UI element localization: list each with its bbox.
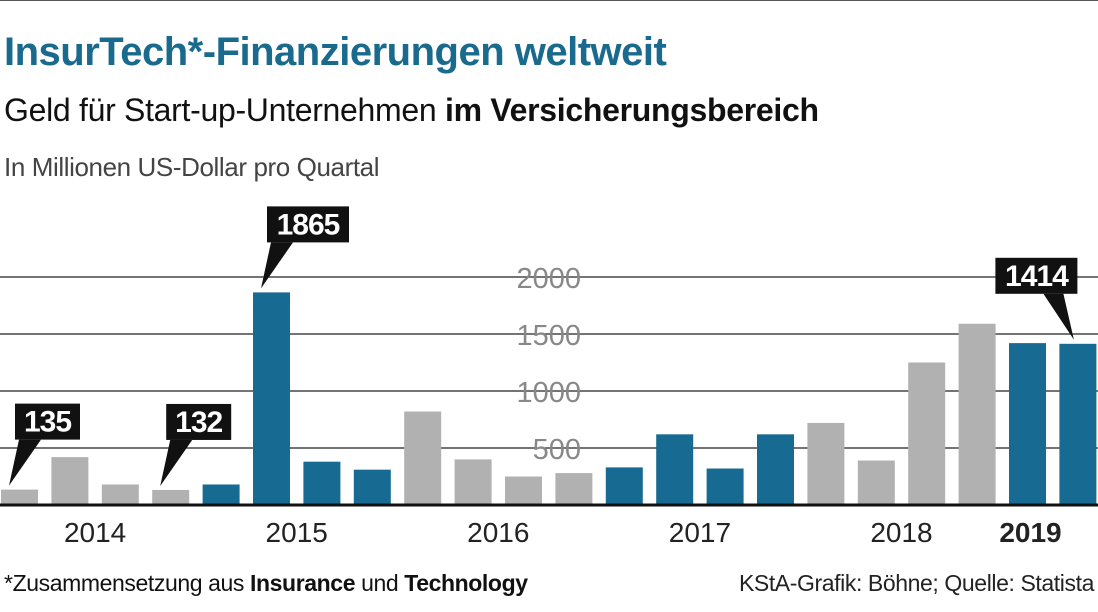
chart-bar <box>152 489 190 505</box>
bar-chart: 500 1000 1500 2000 2014 2015 2016 2017 2018 2019 1… <box>0 206 1098 548</box>
top-rule <box>0 0 1098 1</box>
source-credit: KStA-Grafik: Böhne; Quelle: Statista <box>738 570 1094 596</box>
chart-bar <box>757 434 794 505</box>
chart-bar <box>807 422 845 505</box>
callout-label: 132 <box>175 406 222 439</box>
chart-bar <box>202 484 240 505</box>
chart-title: InsurTech*-Finanzierungen weltweit <box>4 30 667 74</box>
footnote-insurance: Insurance <box>250 570 356 596</box>
chart-bar <box>958 323 996 505</box>
subtitle-bold: im Versicherungsbereich <box>445 92 819 128</box>
chart-bar <box>857 460 895 505</box>
chart-bar <box>706 468 744 505</box>
callout-label: 135 <box>24 406 71 439</box>
footnote: *Zusammensetzung aus Insurance und Techn… <box>4 570 528 597</box>
chart-subtitle: Geld für Start-up-Unternehmen im Versich… <box>4 92 819 129</box>
x-year-label: 2015 <box>266 517 328 548</box>
chart-bar <box>605 467 643 505</box>
chart-bar <box>51 457 89 505</box>
callout-pointer <box>261 242 293 289</box>
x-year-label: 2014 <box>64 517 126 548</box>
chart-bar <box>1009 343 1046 505</box>
callout-box <box>267 206 349 243</box>
chart-bar <box>353 469 391 505</box>
y-tick-label: 2000 <box>516 263 581 295</box>
callout-pointer <box>160 439 193 486</box>
footnote-technology: Technology <box>404 570 528 596</box>
x-year-label: 2019 <box>999 517 1061 548</box>
y-tick-label: 1000 <box>516 377 581 409</box>
callout-box <box>995 257 1078 294</box>
callout-label: 1865 <box>277 208 340 241</box>
subtitle-regular: Geld für Start-up-Unternehmen <box>4 92 445 128</box>
chart-unit: In Millionen US-Dollar pro Quartal <box>4 152 380 182</box>
x-year-label: 2018 <box>870 517 932 548</box>
callout-pointer <box>9 439 41 486</box>
chart-bar <box>908 362 946 505</box>
footnote-text-1: Zusammensetzung aus <box>12 570 251 596</box>
callout-box <box>166 403 232 440</box>
chart-bar <box>505 476 542 505</box>
x-year-label: 2017 <box>669 517 731 548</box>
y-tick-label: 500 <box>533 434 581 466</box>
callout-box <box>15 403 80 440</box>
footnote-star: * <box>4 570 13 596</box>
chart-bar <box>1059 343 1097 505</box>
x-year-label: 2016 <box>467 517 529 548</box>
chart-bar <box>656 434 694 505</box>
chart-bar <box>303 461 341 505</box>
chart-bar <box>404 411 442 505</box>
chart-bar <box>253 292 290 505</box>
chart-bar <box>454 459 492 505</box>
callout-pointer <box>1043 293 1074 340</box>
chart-bar <box>1 489 38 505</box>
callout-label: 1414 <box>1005 260 1069 293</box>
chart-bar <box>101 484 139 505</box>
chart-bar <box>555 473 593 505</box>
footnote-text-2: und <box>355 570 405 596</box>
y-tick-label: 1500 <box>516 320 581 352</box>
